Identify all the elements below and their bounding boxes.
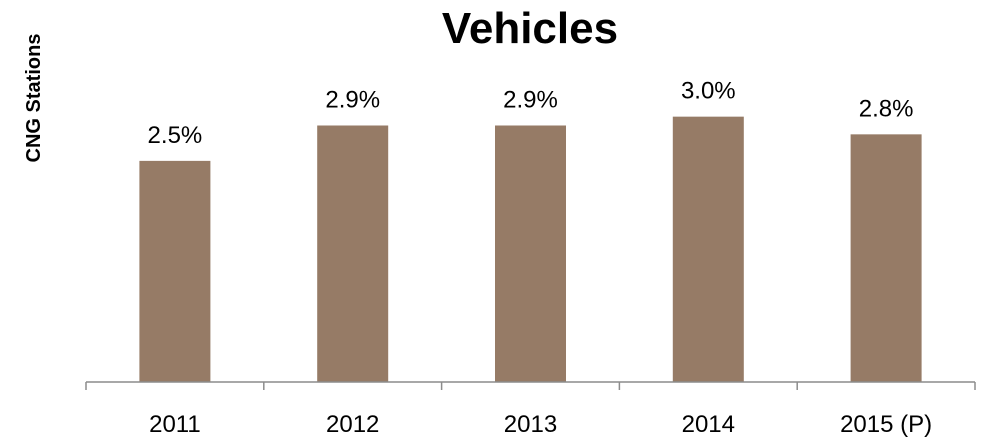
data-label: 3.0% bbox=[681, 78, 736, 105]
chart-title: Vehicles bbox=[442, 4, 618, 53]
bar-2015-p bbox=[850, 134, 922, 382]
bar-2011 bbox=[139, 160, 211, 382]
x-axis: 2011 2012 2013 2014 2015 (P) bbox=[85, 381, 976, 438]
data-labels-group: 2.5% 2.9% 2.9% 3.0% 2.8% bbox=[148, 78, 914, 149]
x-tick-label: 2013 bbox=[504, 411, 557, 438]
x-tick-label: 2012 bbox=[326, 411, 379, 438]
data-label: 2.5% bbox=[148, 122, 203, 149]
data-label: 2.9% bbox=[325, 86, 380, 113]
bar-2012 bbox=[317, 125, 389, 382]
data-label: 2.8% bbox=[859, 95, 914, 122]
bar-2013 bbox=[495, 125, 566, 382]
y-axis-label: CNG Stations bbox=[23, 34, 45, 163]
data-label: 2.9% bbox=[503, 86, 558, 113]
x-tick-label: 2011 bbox=[149, 411, 201, 438]
x-tick-label: 2015 (P) bbox=[840, 411, 932, 438]
x-tick-label: 2014 bbox=[682, 411, 735, 438]
bar-2014 bbox=[672, 116, 744, 382]
bars-group bbox=[139, 116, 922, 382]
